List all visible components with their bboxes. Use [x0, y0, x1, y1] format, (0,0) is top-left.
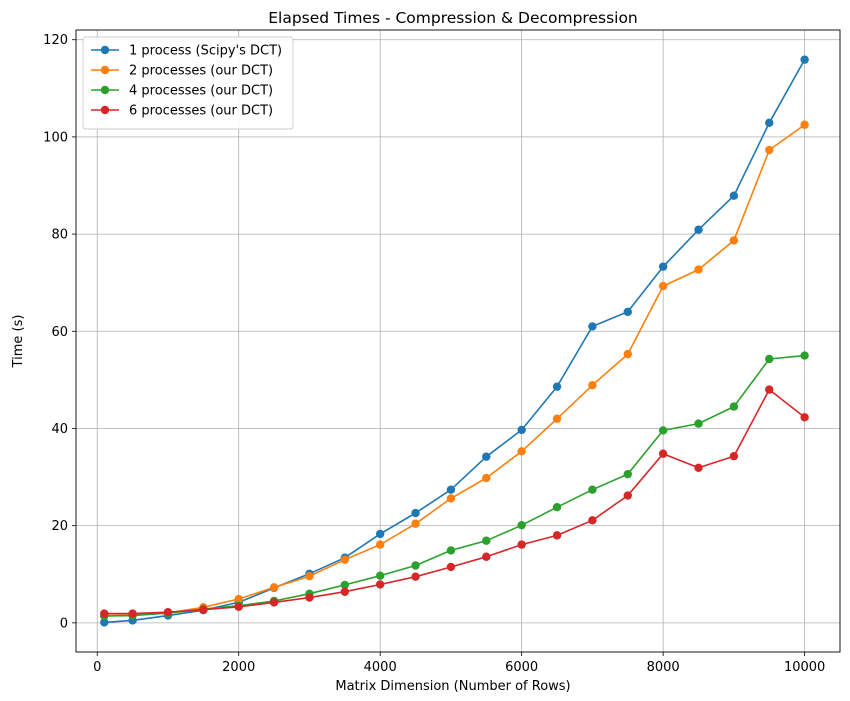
legend-swatch-marker	[100, 65, 110, 75]
data-point	[446, 485, 456, 494]
data-point	[729, 191, 739, 200]
plot-frame	[75, 29, 841, 653]
data-point	[623, 307, 632, 317]
data-point	[446, 494, 456, 503]
grid	[76, 30, 840, 652]
data-point	[411, 561, 420, 570]
data-point	[269, 583, 279, 592]
x-tick-label: 10000	[784, 660, 825, 675]
data-point	[482, 473, 491, 483]
data-point	[800, 413, 809, 422]
data-point	[623, 349, 632, 359]
data-point	[411, 572, 420, 581]
data-point	[340, 580, 350, 590]
data-point	[340, 587, 350, 596]
x-tick-label: 4000	[364, 660, 397, 675]
data-point	[482, 452, 491, 461]
y-tick-label: 40	[51, 422, 68, 437]
data-point	[234, 602, 243, 612]
axis-ticks: 0 2000 4000 6000 8000 10000 0 20 40 60 80 100 120	[43, 33, 825, 675]
data-point	[482, 536, 491, 545]
data-point	[658, 449, 668, 458]
data-point	[658, 262, 668, 271]
chart-title: Elapsed Times - Compression & Decompress…	[268, 9, 638, 27]
x-tick-label: 8000	[647, 660, 680, 675]
data-point	[517, 447, 526, 456]
data-point	[729, 402, 739, 411]
y-tick-label: 60	[51, 325, 68, 340]
data-point	[588, 485, 597, 494]
x-tick-label: 0	[93, 660, 101, 675]
data-point	[305, 571, 314, 581]
data-point	[100, 618, 109, 627]
data-point	[765, 354, 774, 364]
y-tick-label: 80	[51, 228, 68, 243]
data-point	[552, 531, 562, 540]
data-point	[623, 491, 632, 500]
data-point	[340, 555, 350, 564]
legend-label: 1 process (Scipy's DCT)	[129, 44, 282, 59]
legend: 1 process (Scipy's DCT) 2 processes (our …	[82, 36, 294, 130]
data-point	[375, 540, 385, 549]
legend-box	[82, 36, 294, 130]
y-tick-label: 100	[43, 130, 68, 145]
data-point	[517, 540, 526, 549]
legend-label: 4 processes (our DCT)	[129, 84, 273, 99]
data-point	[199, 605, 208, 614]
data-point	[729, 236, 739, 245]
data-point	[694, 225, 703, 234]
data-point	[658, 281, 668, 291]
data-point	[517, 425, 526, 435]
x-tick-label: 6000	[505, 660, 538, 675]
data-point	[411, 519, 420, 528]
data-point	[128, 609, 137, 618]
x-axis-title: Matrix Dimension (Number of Rows)	[335, 679, 570, 694]
data-point	[800, 351, 809, 360]
data-point	[517, 520, 526, 530]
data-point	[658, 426, 668, 435]
data-point	[588, 322, 597, 331]
y-tick-label: 120	[43, 33, 68, 48]
legend-swatch-marker	[100, 105, 110, 115]
data-point	[375, 580, 385, 589]
data-point	[411, 508, 420, 518]
data-point	[375, 571, 385, 580]
data-point	[765, 145, 774, 155]
data-point	[694, 463, 703, 473]
series-layer	[100, 55, 809, 627]
data-point	[552, 414, 562, 423]
data-point	[552, 382, 562, 391]
data-point	[765, 118, 774, 128]
data-point	[269, 598, 279, 607]
data-point	[234, 594, 243, 604]
data-point	[800, 120, 809, 129]
data-point	[765, 385, 774, 394]
data-point	[446, 562, 456, 572]
data-point	[100, 609, 109, 618]
y-tick-label: 20	[51, 519, 68, 534]
data-point	[694, 265, 703, 274]
legend-swatch-marker	[100, 85, 110, 95]
data-point	[375, 529, 385, 539]
data-point	[552, 502, 562, 512]
data-point	[446, 546, 456, 555]
data-point	[694, 419, 703, 428]
data-point	[729, 451, 739, 461]
y-tick-label: 0	[60, 616, 68, 631]
data-point	[482, 552, 491, 561]
series-2	[100, 120, 809, 620]
data-point	[588, 381, 597, 390]
data-point	[305, 593, 314, 602]
legend-label: 2 processes (our DCT)	[129, 64, 273, 79]
x-tick-label: 2000	[222, 660, 255, 675]
data-point	[163, 607, 173, 617]
legend-label: 6 processes (our DCT)	[129, 104, 273, 119]
legend-swatch-marker	[100, 45, 110, 55]
data-point	[800, 55, 809, 64]
data-point	[623, 469, 632, 479]
data-point	[588, 516, 597, 525]
series-4	[100, 385, 809, 618]
y-axis-title: Time (s)	[11, 315, 26, 369]
